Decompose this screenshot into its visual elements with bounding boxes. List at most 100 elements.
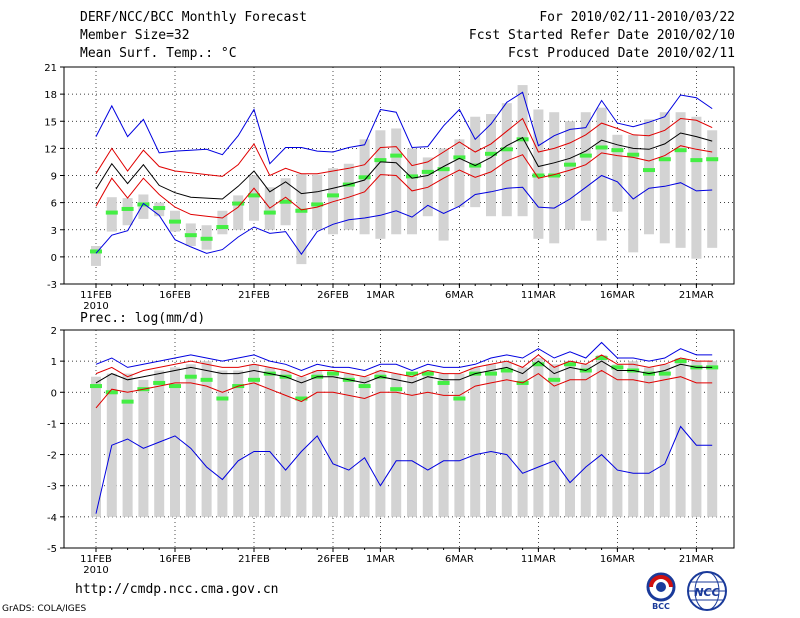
x-tick-label: 21MAR bbox=[679, 290, 714, 301]
box bbox=[296, 376, 307, 517]
median-marker bbox=[437, 380, 450, 385]
series-line-ensemble-min bbox=[95, 425, 713, 514]
median-marker bbox=[706, 157, 719, 162]
box bbox=[391, 373, 402, 517]
box bbox=[217, 370, 228, 517]
y-tick-label: 12 bbox=[44, 144, 57, 155]
plot-frame bbox=[63, 329, 735, 549]
median-marker bbox=[327, 371, 339, 376]
median-marker bbox=[105, 390, 118, 395]
box bbox=[233, 370, 244, 517]
ncc-logo: NCC bbox=[687, 571, 727, 611]
box bbox=[596, 354, 607, 517]
median-marker bbox=[674, 148, 687, 153]
median-marker bbox=[153, 380, 166, 385]
median-marker bbox=[564, 362, 576, 367]
median-marker bbox=[595, 145, 608, 150]
box bbox=[438, 148, 449, 241]
median-marker bbox=[263, 210, 276, 215]
series-line-ensemble-min bbox=[95, 174, 713, 256]
median-marker bbox=[453, 155, 466, 160]
series-line-ensemble-mean bbox=[95, 360, 713, 384]
median-marker bbox=[200, 377, 213, 382]
box bbox=[138, 194, 149, 219]
median-marker bbox=[248, 377, 260, 382]
box bbox=[233, 195, 244, 230]
median-marker bbox=[500, 147, 513, 152]
temperature-panel: -3 0 3 6 9 12 15 18 21 11FEB 16FEB 21FEB 26FEB 1MAR 6M… bbox=[44, 63, 735, 312]
x-tick-label: 21FEB bbox=[238, 554, 270, 565]
y-tick-label: 18 bbox=[44, 90, 57, 101]
median-marker bbox=[500, 368, 513, 373]
y-tick-label: -4 bbox=[47, 513, 57, 524]
box bbox=[312, 370, 323, 517]
median-marker bbox=[421, 371, 434, 376]
box bbox=[659, 364, 670, 517]
box bbox=[454, 139, 465, 208]
median-marker bbox=[674, 359, 687, 364]
box bbox=[644, 119, 654, 235]
box bbox=[375, 370, 386, 517]
median-marker bbox=[548, 173, 561, 178]
median-marker bbox=[437, 167, 450, 172]
box bbox=[501, 361, 512, 517]
median-marker bbox=[627, 152, 640, 157]
box bbox=[328, 370, 338, 517]
box bbox=[91, 246, 101, 266]
series-line-mean-1-sd bbox=[95, 354, 713, 378]
x-tick-label: 16MAR bbox=[600, 290, 635, 301]
source-url[interactable]: http://cmdp.ncc.cma.gov.cn bbox=[75, 582, 279, 597]
box bbox=[249, 364, 259, 517]
x-tick-label: 11MAR bbox=[521, 554, 556, 565]
median-marker bbox=[248, 193, 260, 198]
median-marker bbox=[406, 174, 418, 179]
median-marker bbox=[232, 201, 245, 206]
box bbox=[249, 175, 259, 221]
median-marker bbox=[579, 153, 592, 158]
x-tick-label: 11MAR bbox=[521, 290, 556, 301]
x-year-label: 2010 bbox=[83, 565, 108, 576]
y-tick-label: 15 bbox=[44, 117, 57, 128]
median-marker bbox=[295, 208, 308, 213]
ncc-logo-text: NCC bbox=[694, 586, 719, 599]
box bbox=[628, 361, 639, 517]
member-size: Member Size=32 bbox=[80, 28, 190, 43]
x-year-label: 2010 bbox=[83, 301, 108, 312]
median-marker bbox=[611, 148, 624, 153]
median-marker bbox=[658, 371, 671, 376]
box bbox=[280, 370, 291, 517]
x-tick-label: 16MAR bbox=[600, 554, 635, 565]
box bbox=[470, 367, 481, 517]
box bbox=[312, 174, 323, 230]
x-tick-label: 21MAR bbox=[679, 554, 714, 565]
fcst-produced: Fcst Produced Date 2010/02/11 bbox=[508, 46, 735, 61]
box bbox=[122, 198, 133, 226]
box bbox=[612, 134, 623, 212]
median-marker bbox=[374, 158, 387, 163]
median-marker bbox=[564, 162, 576, 167]
box bbox=[391, 128, 402, 235]
variable-label: Mean Surf. Temp.: °C bbox=[80, 46, 237, 61]
median-marker bbox=[485, 151, 497, 156]
box bbox=[533, 358, 544, 517]
median-marker bbox=[184, 233, 197, 238]
x-tick-label: 26FEB bbox=[317, 290, 349, 301]
x-tick-label: 1MAR bbox=[366, 554, 395, 565]
box bbox=[122, 373, 133, 517]
box bbox=[201, 361, 212, 517]
y-tick-label: 2 bbox=[51, 326, 57, 337]
box bbox=[517, 85, 528, 217]
box bbox=[154, 370, 165, 517]
x-tick-label: 6MAR bbox=[445, 554, 474, 565]
y-tick-label: -3 bbox=[47, 280, 57, 291]
median-marker bbox=[358, 384, 371, 389]
box bbox=[691, 361, 702, 517]
y-tick-label: 1 bbox=[51, 357, 57, 368]
median-marker bbox=[532, 362, 545, 367]
box bbox=[612, 364, 623, 517]
box bbox=[343, 373, 354, 517]
forecast-period: For 2010/02/11-2010/03/22 bbox=[539, 10, 735, 25]
box bbox=[691, 116, 702, 259]
box bbox=[644, 367, 654, 517]
